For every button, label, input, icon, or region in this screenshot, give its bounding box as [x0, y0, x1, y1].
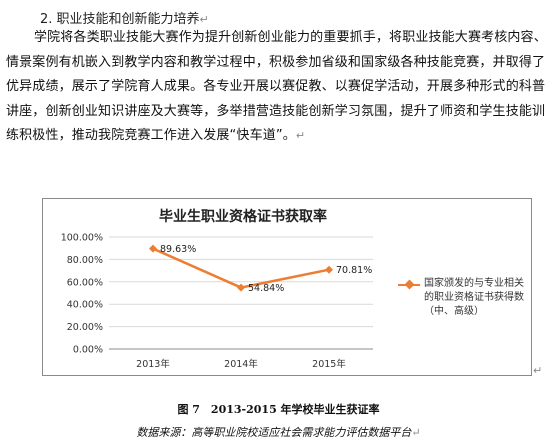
- chart-title: 毕业生职业资格证书获取率: [159, 208, 327, 225]
- data-label: 89.63%: [160, 244, 196, 255]
- source-note-text: 数据来源：高等职业院校适应社会需求能力评估数据平台: [136, 426, 412, 439]
- chart-frame: 毕业生职业资格证书获取率 0.00% 20.00% 40.00% 60.00% 80.0…: [42, 198, 532, 376]
- data-point: [149, 244, 157, 253]
- y-tick-label: 40.00%: [67, 300, 103, 311]
- y-tick-label: 20.00%: [67, 322, 103, 333]
- data-point: [325, 265, 333, 274]
- y-tick-label: 60.00%: [67, 277, 103, 288]
- section-heading: 2. 职业技能和创新能力培养↵: [40, 8, 209, 27]
- y-tick-label: 100.00%: [61, 233, 103, 244]
- y-tick-label: 0.00%: [73, 345, 103, 356]
- paragraph-mark: ↵: [295, 129, 306, 143]
- paragraph-mark: ↵: [199, 13, 209, 26]
- chart-paragraph-mark: ↵: [533, 364, 543, 377]
- data-point: [237, 283, 245, 292]
- line-chart: 毕业生职业资格证书获取率 0.00% 20.00% 40.00% 60.00% 80.0…: [61, 208, 373, 370]
- x-tick-label: 2015年: [312, 358, 346, 370]
- body-paragraph-text: 学院将各类职业技能大赛作为提升创新创业能力的重要抓手，将职业技能大赛考核内容、情…: [6, 30, 547, 144]
- data-label: 70.81%: [336, 265, 372, 276]
- x-tick-label: 2014年: [224, 358, 258, 370]
- data-label: 54.84%: [248, 283, 284, 294]
- paragraph-mark: ↵: [411, 426, 421, 439]
- legend-series-label: 国家颁发的与专业相关的职业资格证书获得数（中、高级）: [424, 278, 524, 317]
- x-tick-label: 2013年: [136, 358, 170, 370]
- figure-caption: 图 7 2013-2015 年学校毕业生获证率: [177, 403, 380, 416]
- y-tick-label: 80.00%: [67, 255, 103, 266]
- source-note: 数据来源：高等职业院校适应社会需求能力评估数据平台↵: [0, 424, 557, 440]
- body-paragraph: 学院将各类职业技能大赛作为提升创新创业能力的重要抓手，将职业技能大赛考核内容、情…: [6, 26, 552, 149]
- section-heading-text: 2. 职业技能和创新能力培养: [40, 12, 200, 27]
